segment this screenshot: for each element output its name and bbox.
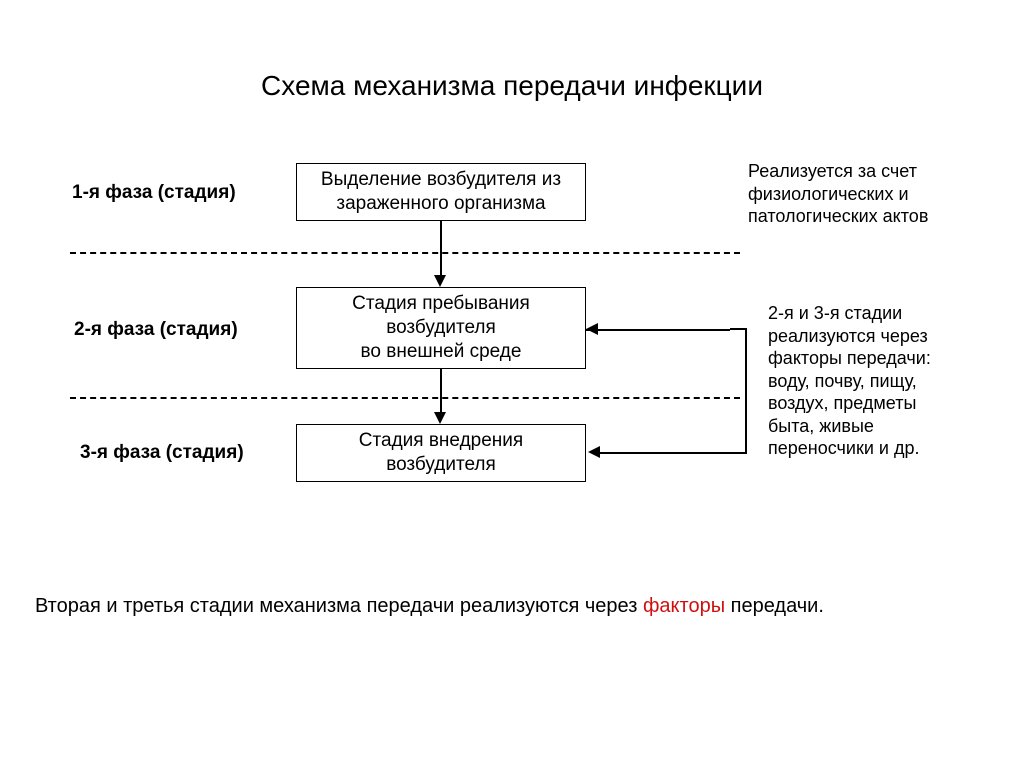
phase-2-label: 2-я фаза (стадия) bbox=[74, 319, 238, 341]
phase-1-line-1: Выделение возбудителя из bbox=[321, 169, 561, 190]
divider-2 bbox=[70, 397, 740, 399]
phase-3-line-2: возбудителя bbox=[386, 454, 496, 475]
bracket-vertical bbox=[745, 328, 747, 454]
phase-1-line-2: зараженного организма bbox=[336, 193, 545, 214]
phase-1-box: Выделение возбудителя из зараженного орг… bbox=[296, 163, 586, 221]
phase-2-line-1: Стадия пребывания bbox=[352, 293, 530, 314]
flowchart: 1-я фаза (стадия) Выделение возбудителя … bbox=[0, 132, 1024, 582]
footer-prefix: Вторая и третья стадии механизма передач… bbox=[35, 595, 643, 617]
phase-2-line-2: возбудителя bbox=[386, 317, 496, 338]
phase-3-line-1: Стадия внедрения bbox=[359, 430, 523, 451]
arrow-1-head-icon bbox=[434, 275, 446, 287]
phase-2-box: Стадия пребывания возбудителя во внешней… bbox=[296, 287, 586, 369]
phase-3-label: 3-я фаза (стадия) bbox=[80, 442, 244, 464]
page-title: Схема механизма передачи инфекции bbox=[0, 0, 1024, 132]
note-1: Реализуется за счет физиологических и па… bbox=[748, 160, 928, 228]
arrow-1-line bbox=[440, 221, 442, 275]
footer-suffix: передачи. bbox=[725, 595, 824, 617]
arrow-2-line bbox=[440, 369, 442, 412]
arrow-2-head-icon bbox=[434, 412, 446, 424]
phase-2-line-3: во внешней среде bbox=[361, 341, 522, 362]
bracket-top-stem bbox=[586, 329, 730, 331]
phase-3-box: Стадия внедрения возбудителя bbox=[296, 424, 586, 482]
bracket-arrow-bot-icon bbox=[588, 446, 600, 458]
footer-caption: Вторая и третья стадии механизма передач… bbox=[35, 595, 824, 618]
divider-1 bbox=[70, 252, 740, 254]
bracket-arrow-top-icon bbox=[586, 323, 598, 335]
footer-highlight: факторы bbox=[643, 595, 725, 617]
note-2: 2-я и 3-я стадии реализуются через факто… bbox=[768, 302, 931, 460]
bracket-bot-stem bbox=[600, 452, 730, 454]
phase-1-label: 1-я фаза (стадия) bbox=[72, 182, 236, 204]
